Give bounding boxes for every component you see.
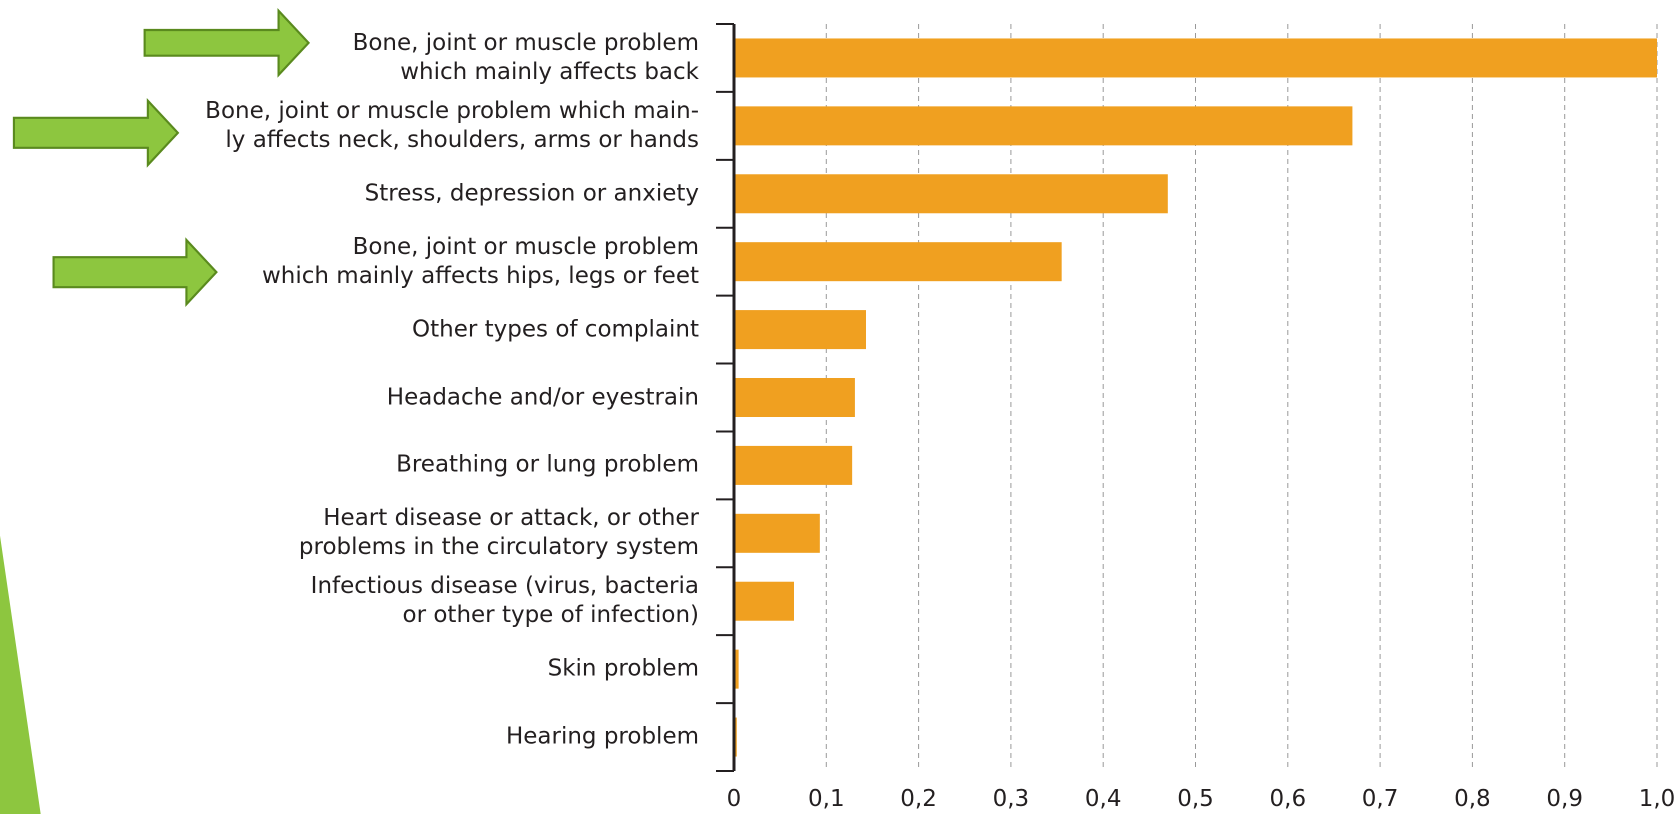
- category-label: Skin problem: [547, 655, 699, 682]
- category-label: Breathing or lung problem: [396, 451, 699, 478]
- arrow: [52, 237, 218, 307]
- bar: [734, 445, 853, 485]
- x-tick-label: 0,6: [1270, 786, 1307, 812]
- category-label: Headache and/or eyestrain: [386, 384, 699, 410]
- x-tick-label: 0,7: [1362, 786, 1399, 812]
- category-label: Bone, joint or muscle problem which main…: [205, 97, 699, 153]
- category-label: Stress, depression or anxiety: [364, 180, 699, 207]
- bar: [734, 38, 1657, 78]
- bar: [734, 513, 820, 553]
- bar: [734, 581, 794, 621]
- bar: [734, 242, 1062, 282]
- category-label: Other types of complaint: [412, 316, 699, 343]
- x-tick-label: 0,8: [1454, 786, 1491, 812]
- side-wedge: [0, 535, 41, 814]
- bar: [734, 106, 1353, 146]
- bar: [734, 174, 1168, 214]
- bar: [734, 310, 866, 350]
- category-label: Bone, joint or muscle problem which main…: [262, 233, 699, 289]
- category-label: Hearing problem: [505, 723, 699, 750]
- x-tick-label: 0,3: [993, 786, 1030, 812]
- x-tick-label: 0,4: [1085, 786, 1122, 812]
- x-tick-label: 0,1: [808, 786, 845, 812]
- category-label: Heart disease or attack, or other proble…: [298, 505, 699, 561]
- x-tick-label: 0,2: [900, 786, 937, 812]
- x-tick-label: 0: [727, 786, 742, 812]
- category-label: Infectious disease (virus, bacteria or o…: [310, 573, 699, 629]
- x-tick-label: 0,9: [1546, 786, 1583, 812]
- x-tick-label: 1,0: [1639, 786, 1676, 812]
- category-label: Bone, joint or muscle problem which main…: [352, 29, 699, 85]
- arrow: [12, 97, 180, 168]
- bar: [734, 649, 739, 689]
- bar: [734, 378, 855, 417]
- arrow: [143, 7, 311, 78]
- x-tick-label: 0,5: [1177, 786, 1214, 812]
